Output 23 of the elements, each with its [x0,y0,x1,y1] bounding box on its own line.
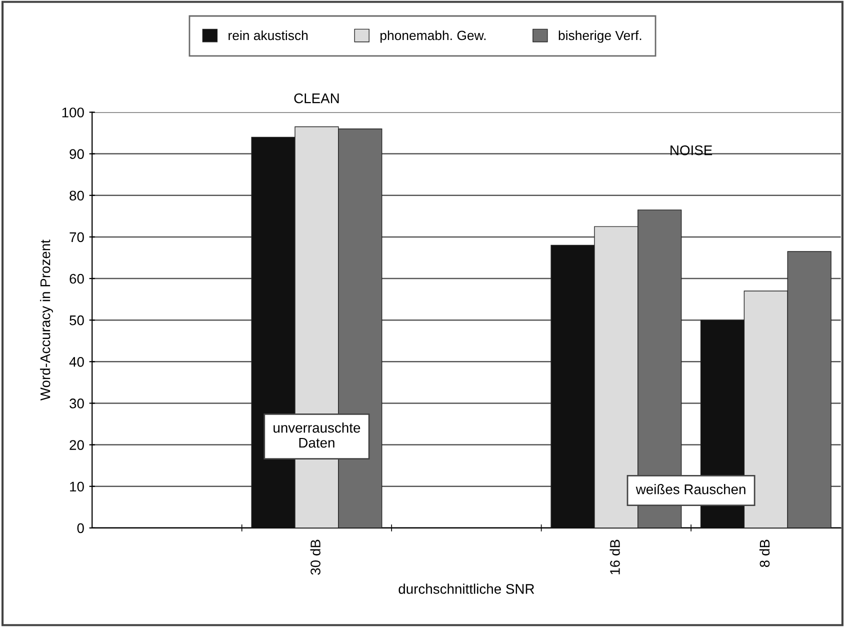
y-tick-label: 50 [70,315,84,326]
legend-label: rein akustisch [228,30,308,40]
annotation: unverrauschte Daten [274,422,360,448]
y-tick-label: 30 [70,398,84,408]
legend-label: bisherige Verf. [558,30,642,43]
y-tick-label: 60 [70,274,84,284]
y-tick-label: 70 [70,232,84,242]
y-tick-label: 20 [70,440,84,450]
y-tick-label: 100 [62,108,84,118]
text: CLEAN [294,93,339,104]
annotation: weißes Rauschen [636,484,746,494]
y-tick-label: 0 [77,523,84,534]
y-tick-label: 40 [69,356,84,367]
legend-label: phonemabh. Gew. [380,30,486,43]
y-tick-label: 90 [70,149,84,159]
x-tick-label: 8 dB [759,540,770,568]
annotation: NOISE [670,145,712,156]
y-tick-label: 10 [70,482,84,492]
y-tick-label: 80 [70,190,84,201]
y-axis-title: Word-Accuracy in Prozent [40,240,53,401]
x-axis-title: durchschnittliche SNR [398,584,534,594]
x-tick-label: 16 dB [610,540,620,574]
x-tick-label: 30 dB [310,540,320,575]
